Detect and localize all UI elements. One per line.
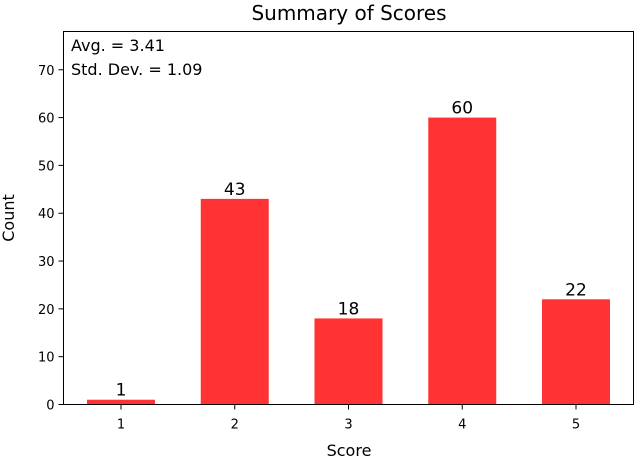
data-label-score-2: 43 [224, 180, 246, 200]
bar-score-3 [314, 318, 383, 405]
bar-score-4 [428, 117, 497, 405]
x-axis-label: Score [327, 441, 372, 458]
y-tick-label: 0 [46, 399, 54, 414]
y-axis-label: Count [0, 194, 18, 242]
x-tick-label: 3 [344, 418, 352, 433]
average-annotation: Avg. = 3.41 [71, 36, 165, 55]
y-tick-label: 50 [38, 159, 55, 174]
x-tick-label: 5 [572, 418, 580, 433]
std-dev-annotation: Std. Dev. = 1.09 [71, 60, 202, 79]
data-label-score-1: 1 [116, 381, 127, 401]
y-tick-label: 20 [38, 303, 55, 318]
y-tick-label: 70 [38, 64, 55, 79]
x-tick-label: 1 [117, 418, 125, 433]
data-label-score-5: 22 [565, 280, 587, 300]
bars-group [87, 117, 610, 405]
y-tick-label: 60 [38, 112, 55, 127]
plot-frame [63, 31, 634, 405]
data-label-score-3: 18 [338, 299, 360, 319]
y-tick-label: 10 [38, 351, 55, 366]
bar-score-5 [542, 299, 610, 405]
y-axis-ticks: 0 10 20 30 40 50 60 70 [38, 64, 64, 414]
x-tick-label: 4 [458, 418, 466, 433]
x-tick-label: 2 [231, 418, 239, 433]
y-tick-label: 40 [38, 207, 55, 222]
data-label-score-4: 60 [451, 99, 473, 119]
bar-score-1 [87, 399, 155, 405]
chart-title: Summary of Scores [251, 1, 446, 25]
x-axis-ticks: 1 2 3 4 5 [117, 404, 580, 433]
y-tick-label: 30 [38, 255, 55, 270]
stats-annotation: Avg. = 3.41 Std. Dev. = 1.09 [71, 36, 202, 79]
data-labels-group: 1 43 18 60 22 [116, 99, 587, 401]
bar-score-2 [200, 198, 269, 405]
